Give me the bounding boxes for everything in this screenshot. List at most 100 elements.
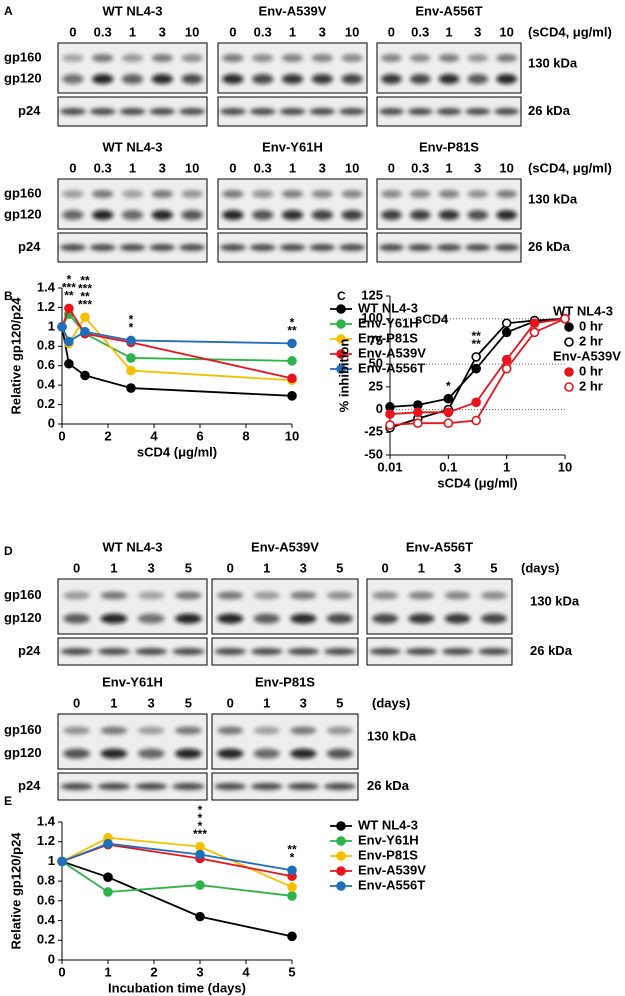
blot-label: p24 [18,239,41,254]
lane-label: 0 [382,560,389,575]
kda-label: 130 kDa [367,729,417,744]
lane-label: 3 [319,24,326,39]
data-point [64,358,74,369]
group-name: WT NL4-3 [103,539,163,554]
group-name: Env-P81S [419,139,479,154]
legend-marker [336,866,346,876]
blot-gp [57,713,208,770]
x-tick-label: 8 [242,428,249,443]
band [100,613,128,624]
lane-label: 1 [263,695,270,710]
y-tick-label: 1.2 [37,299,55,314]
blot-unit: (sCD4, μg/ml) [528,24,612,39]
band [119,108,146,115]
x-axis-label: sCD4 (μg/ml) [437,475,517,490]
band [467,74,489,84]
lane-label: 1 [418,560,425,575]
band [91,190,114,198]
significance: ** [287,842,297,856]
x-tick-label: 4 [150,428,158,443]
band [89,108,116,115]
data-point [287,373,297,384]
blot-unit: (sCD4, μg/ml) [528,160,612,175]
legend-label: Env-A556T [358,877,425,892]
lane-label: 0.3 [411,24,429,39]
band [372,613,399,624]
data-point [501,327,512,338]
band [181,74,203,84]
lane-label: 5 [336,560,343,575]
lane-label: 10 [185,24,199,39]
legend-marker [564,367,574,377]
band [436,108,462,115]
lane-label: 0 [227,695,234,710]
band [91,54,114,62]
significance: ** [64,289,74,303]
band [151,74,174,84]
lane-label: 0 [73,560,80,575]
band [63,591,91,600]
y-axis-label: Relative gp120/p24 [8,832,23,950]
data-point [57,856,67,867]
legend-marker [336,881,346,891]
band [478,648,510,655]
blot-label: p24 [18,643,41,658]
lane-label: 10 [499,24,513,39]
band [326,591,353,600]
significance: * [129,321,134,335]
lane-label: 0 [388,24,395,39]
lane-label: 3 [454,560,461,575]
data-point [103,887,113,897]
band [438,74,460,84]
lane-label: 0.3 [254,24,272,39]
lane-label: 0.3 [94,160,112,175]
band [465,108,491,115]
data-point [471,397,481,408]
band [174,613,202,624]
band [121,54,144,62]
lane-label: 1 [110,695,117,710]
x-tick-label: 6 [196,428,203,443]
y-tick-label: 1.2 [37,833,55,848]
data-point [471,363,481,374]
blot-gp [211,578,359,635]
y-tick-label: 0.4 [37,377,56,392]
data-point [287,391,297,401]
band [62,210,84,220]
data-point [529,327,540,338]
band [251,210,274,220]
lane-label: 1 [129,24,136,39]
y-tick-label: 1.4 [37,279,56,294]
chart-title: sCD4 [415,311,449,326]
group-name: Env-A539V [251,539,319,554]
lane-label: 3 [159,24,166,39]
legend-marker [564,382,574,392]
data-point [126,335,136,346]
lane-label: 0.3 [254,160,272,175]
lane-label: 0 [69,24,76,39]
legend-label: Env-Y61H [358,315,419,330]
y-tick-label: 125 [361,287,383,302]
band [381,190,402,198]
lane-label: 1 [110,560,117,575]
band [326,613,353,624]
lane-label: 5 [336,695,343,710]
band [480,613,507,624]
legend-marker [336,364,346,374]
band [181,210,203,220]
band [467,190,489,198]
data-point [413,407,423,418]
band [253,748,280,759]
y-axis-label: Relative gp120/p24 [8,297,23,415]
data-point [80,370,90,381]
data-point [529,318,540,329]
blot-gp [57,42,208,94]
x-tick-label: 10 [558,459,572,474]
significance: ** [287,324,297,338]
legend-label: 0 hr [579,363,603,378]
band [409,54,431,62]
y-tick-label: 0.8 [37,873,55,888]
band [409,210,431,220]
band [480,591,507,600]
